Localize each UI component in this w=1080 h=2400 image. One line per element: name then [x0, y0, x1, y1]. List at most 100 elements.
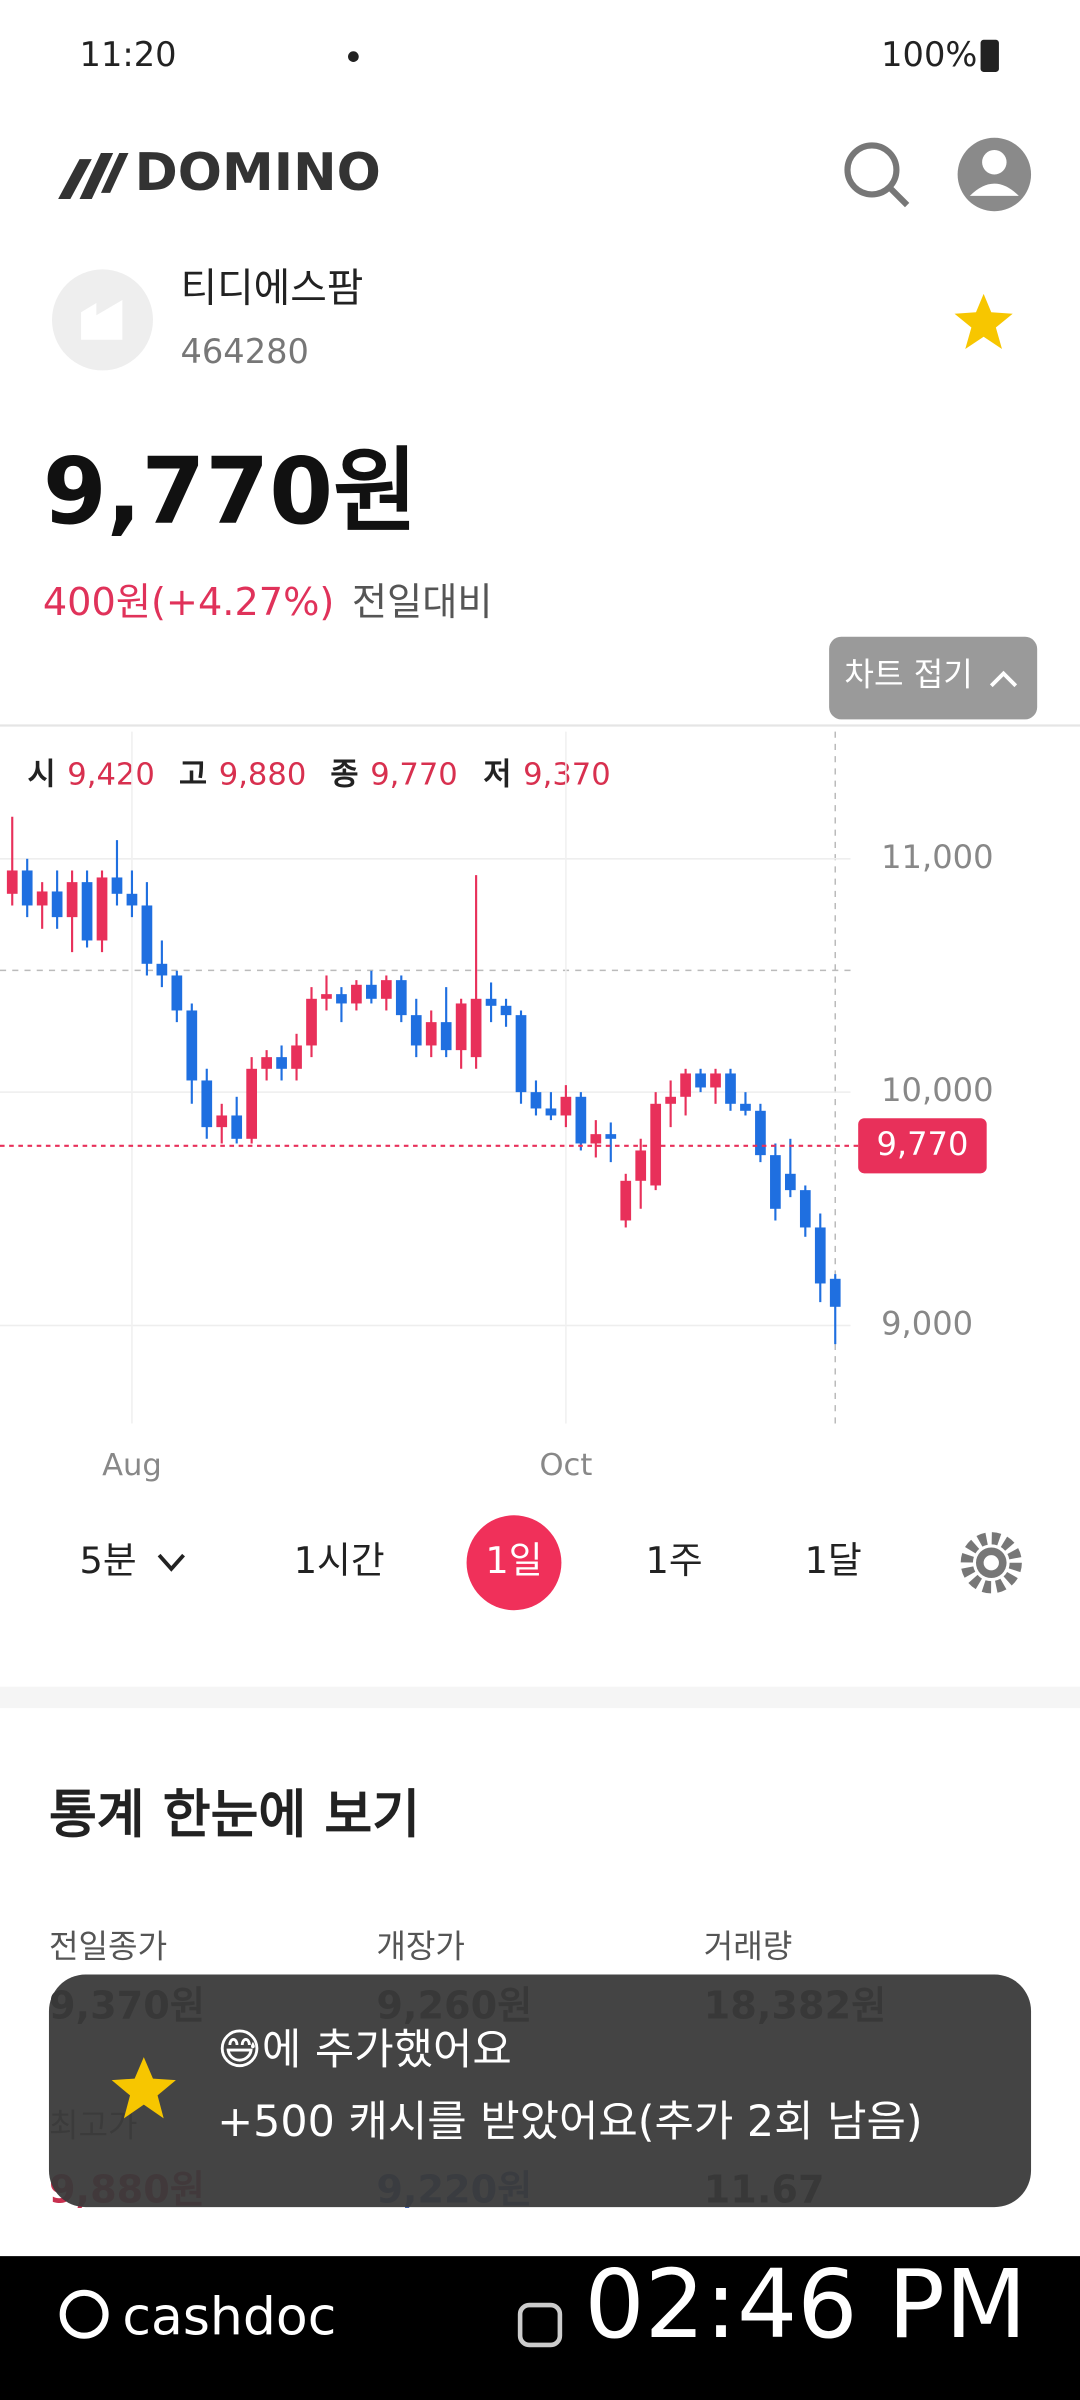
candle-body	[171, 975, 183, 1011]
toast-line2: +500 캐시를 받았어요(추가 2회 남음)	[217, 2097, 922, 2147]
stock-icon-glyph	[81, 300, 123, 340]
fold-button[interactable]: 차트 접기	[829, 636, 1038, 720]
logo-mark	[58, 153, 129, 199]
ohlc-row: 시 9,420 고 9,880 종 9,770 저 9,370	[28, 758, 611, 793]
candle-body	[799, 1190, 811, 1228]
candle-body	[306, 998, 317, 1046]
toast-line1: 😅에 추가했어요	[217, 2025, 512, 2075]
status-time: 11:20	[80, 35, 177, 74]
settings-button[interactable]	[960, 1532, 1022, 1594]
ohlc-label: 종	[330, 758, 358, 793]
candle-body	[605, 1134, 617, 1139]
toast: 😅에 추가했어요 +500 캐시를 받았어요(추가 2회 남음)	[48, 1974, 1032, 2208]
candle-body	[695, 1073, 706, 1088]
ohlc-value: 9,880	[219, 758, 307, 793]
candle-body	[380, 980, 392, 999]
candle-body	[96, 877, 108, 941]
candle-body	[366, 984, 377, 999]
chart: 9,000 10,000 11,000 Aug Oct 9,770	[0, 731, 994, 1483]
candle-body	[770, 1155, 781, 1209]
candle-body	[485, 998, 497, 1006]
candle-body	[680, 1073, 691, 1097]
y-tick-label: 11,000	[881, 838, 993, 876]
candle-body	[111, 877, 123, 894]
stat-label: 거래량	[704, 1927, 793, 1965]
ohlc-value: 9,770	[370, 758, 458, 793]
candle-body	[425, 1022, 437, 1046]
candle-body	[291, 1045, 302, 1069]
ohlc-label: 시	[28, 758, 56, 793]
candle-body	[246, 1068, 258, 1139]
ohlc-label: 저	[483, 758, 511, 793]
candle-body	[51, 891, 63, 918]
clock: 02:46 PM	[584, 2250, 1026, 2360]
candle-body	[545, 1108, 557, 1116]
candle-body	[156, 963, 168, 976]
current-price-label: 9,770	[876, 1125, 968, 1163]
stat-label: 개장가	[376, 1927, 465, 1965]
period-tab[interactable]: 1주	[646, 1539, 703, 1582]
fold-label: 차트 접기	[844, 656, 972, 694]
favorite-star[interactable]	[954, 293, 1013, 349]
candle-body	[710, 1073, 721, 1088]
candle-body	[650, 1103, 662, 1186]
search-button[interactable]	[844, 142, 910, 208]
x-tick-label: Aug	[102, 1448, 162, 1483]
ohlc-value: 9,420	[67, 758, 155, 793]
status-dot	[348, 51, 359, 62]
candle-body	[455, 1003, 467, 1051]
y-tick-label: 9,000	[881, 1304, 973, 1342]
candle-body	[21, 870, 33, 906]
bottom-bar	[0, 2256, 1080, 2400]
battery-icon	[980, 39, 999, 72]
period-selected	[466, 1515, 562, 1611]
period-dropdown-icon	[157, 1553, 185, 1572]
candle-body	[575, 1096, 587, 1144]
candle-body	[635, 1150, 647, 1181]
status-battery: 100%	[881, 35, 977, 74]
period-tab[interactable]: 1달	[805, 1539, 862, 1582]
candle-body	[66, 882, 78, 918]
period-tabs: 5분 1시간 1일 1주 1달	[80, 1515, 862, 1611]
period-tab[interactable]: 1일	[485, 1539, 542, 1582]
y-tick-label: 10,000	[881, 1071, 993, 1109]
price: 9,770원	[43, 438, 418, 545]
ohlc-value: 9,370	[523, 758, 611, 793]
candle-body	[620, 1180, 632, 1221]
stock-name: 티디에스팜	[181, 265, 364, 311]
candle-body	[276, 1057, 287, 1069]
profile-button[interactable]	[957, 137, 1032, 212]
candle-body	[186, 1010, 198, 1081]
stats-title: 통계 한눈에 보기	[49, 1785, 420, 1845]
brand: DOMINO	[135, 143, 381, 203]
nav-home[interactable]	[517, 2302, 563, 2348]
x-tick-label: Oct	[539, 1448, 592, 1483]
stock-code: 464280	[181, 332, 309, 371]
candle-body	[560, 1096, 572, 1116]
app-name: cashdoc	[122, 2287, 336, 2347]
candle-body	[590, 1134, 602, 1144]
app-logo	[59, 2289, 109, 2339]
candle-body	[6, 870, 18, 894]
candle-body	[351, 984, 362, 1004]
candle-body	[36, 891, 48, 906]
candle-body	[126, 893, 138, 906]
candle-body	[395, 980, 407, 1016]
ohlc-label: 고	[179, 758, 207, 793]
candle-body	[755, 1110, 766, 1156]
candle-body	[470, 998, 482, 1058]
price-change-label: 전일대비	[352, 580, 493, 625]
candle-body	[261, 1057, 272, 1069]
period-tab[interactable]: 5분	[80, 1539, 137, 1582]
candle-body	[530, 1092, 542, 1109]
stat-label: 전일종가	[49, 1927, 167, 1965]
candle-body	[336, 994, 347, 1004]
candle-body	[665, 1096, 676, 1104]
candle-body	[410, 1015, 422, 1046]
period-tab[interactable]: 1시간	[294, 1539, 385, 1582]
current-price-badge	[858, 1118, 987, 1174]
section-gap	[0, 1686, 1080, 1709]
